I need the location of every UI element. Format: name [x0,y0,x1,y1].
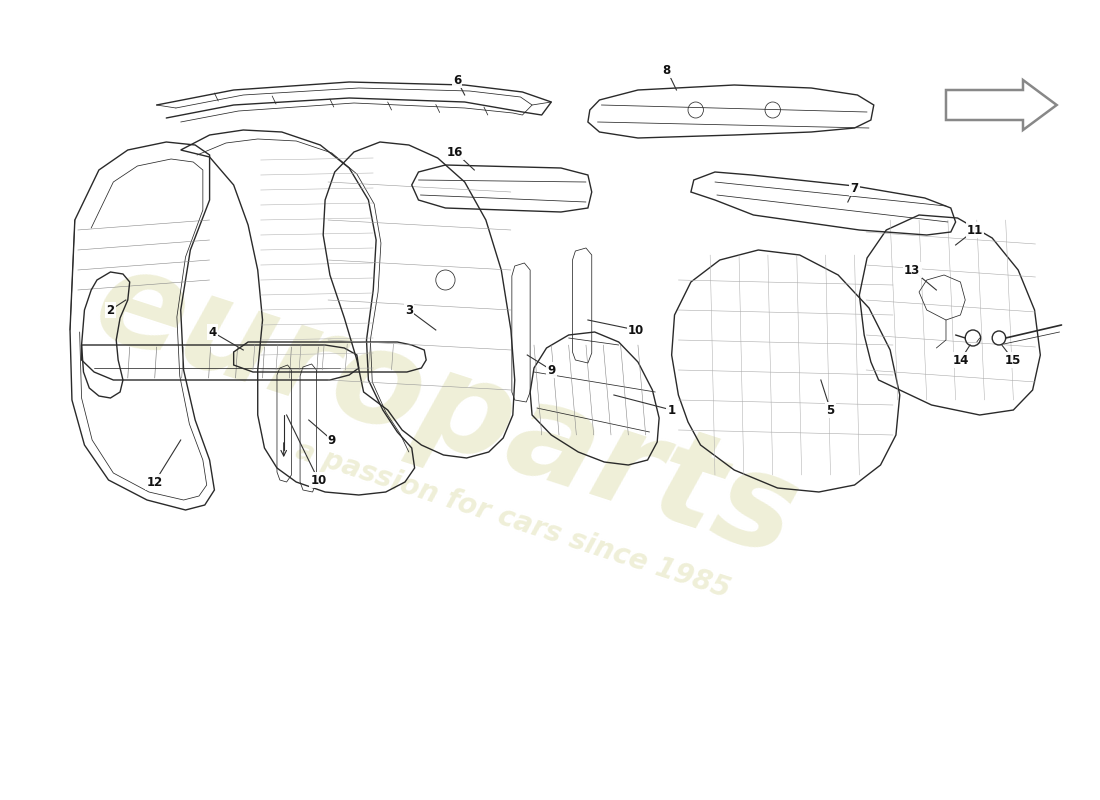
Text: 9: 9 [547,363,556,377]
Text: 5: 5 [826,403,835,417]
Text: 14: 14 [953,354,969,366]
Text: 15: 15 [1005,354,1022,366]
Text: europarts: europarts [79,237,812,583]
Text: 3: 3 [405,303,412,317]
Text: 1: 1 [668,403,675,417]
Text: 13: 13 [904,263,921,277]
Text: 11: 11 [967,223,983,237]
Text: 9: 9 [328,434,336,446]
Text: 6: 6 [453,74,461,86]
Text: 4: 4 [208,326,217,338]
Text: 7: 7 [850,182,859,194]
Text: 10: 10 [310,474,327,486]
Text: 10: 10 [628,323,645,337]
Text: 8: 8 [662,63,671,77]
Text: a passion for cars since 1985: a passion for cars since 1985 [292,436,734,604]
Text: 2: 2 [107,303,114,317]
Text: 16: 16 [447,146,463,158]
Text: 12: 12 [146,475,163,489]
